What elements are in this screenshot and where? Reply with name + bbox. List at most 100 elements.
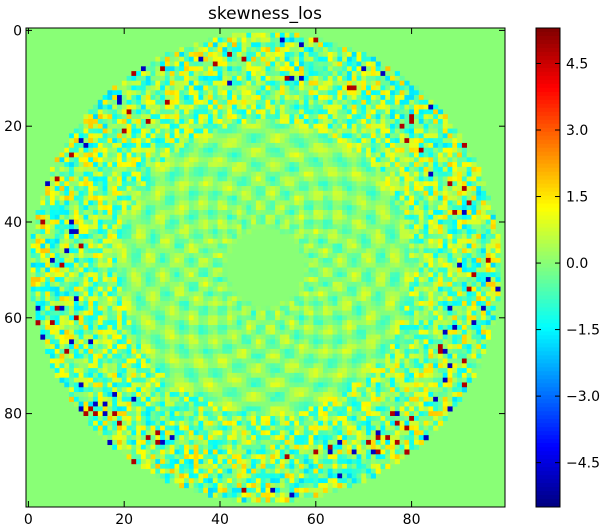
heatmap-cell — [308, 128, 314, 134]
heatmap-cell — [136, 138, 142, 144]
heatmap-cell — [260, 210, 266, 216]
heatmap-cell — [174, 205, 180, 211]
heatmap-cell — [222, 176, 228, 182]
heatmap-cell — [136, 114, 142, 120]
heatmap-cell — [380, 147, 386, 153]
heatmap-cell — [356, 90, 362, 96]
heatmap-cell — [327, 123, 333, 129]
heatmap-cell — [117, 104, 123, 110]
heatmap-cell — [198, 324, 204, 331]
heatmap-cell — [318, 157, 324, 163]
heatmap-cell — [212, 119, 218, 125]
heatmap-cell — [117, 238, 123, 244]
heatmap-cell — [198, 200, 204, 206]
heatmap-cell — [356, 253, 362, 259]
heatmap-cell — [179, 224, 185, 230]
heatmap-cell — [227, 190, 233, 196]
heatmap-cell — [174, 334, 180, 340]
heatmap-cell — [107, 233, 113, 240]
heatmap-cell — [208, 104, 214, 110]
heatmap-cell — [418, 95, 424, 101]
heatmap-cell — [327, 200, 333, 206]
heatmap-cell — [174, 229, 180, 235]
heatmap-cell — [126, 95, 132, 101]
heatmap-cell — [203, 281, 209, 287]
heatmap-cell — [322, 147, 329, 153]
heatmap-cell — [160, 257, 166, 264]
heatmap-cell — [83, 147, 89, 153]
heatmap-cell — [409, 219, 415, 225]
heatmap-cell — [342, 262, 348, 268]
heatmap-cell — [231, 104, 238, 110]
heatmap-cell — [102, 329, 108, 335]
heatmap-cell — [184, 152, 190, 158]
heatmap-cell — [346, 61, 353, 67]
heatmap-cell — [174, 253, 180, 259]
heatmap-cell — [188, 47, 194, 53]
heatmap-cell — [380, 296, 386, 302]
heatmap-cell — [433, 267, 439, 273]
heatmap-cell — [299, 171, 305, 177]
heatmap-cell — [140, 123, 147, 129]
heatmap-cell — [447, 176, 453, 182]
heatmap-cell — [184, 310, 190, 316]
heatmap-cell — [299, 133, 305, 139]
heatmap-cell — [54, 162, 60, 168]
heatmap-cell — [112, 181, 118, 187]
heatmap-cell — [428, 219, 434, 225]
heatmap-cell — [174, 71, 180, 77]
heatmap-cell — [236, 205, 242, 211]
heatmap-cell — [351, 296, 357, 302]
heatmap-cell — [198, 157, 204, 163]
heatmap-cell — [140, 305, 147, 311]
heatmap-cell — [270, 75, 276, 81]
heatmap-cell — [380, 123, 386, 129]
heatmap-cell — [112, 277, 118, 283]
heatmap-cell — [45, 186, 51, 192]
heatmap-cell — [117, 152, 123, 158]
heatmap-cell — [188, 90, 194, 96]
heatmap-cell — [236, 114, 242, 120]
heatmap-cell — [193, 56, 199, 62]
heatmap-cell — [457, 243, 463, 249]
heatmap-cell — [236, 210, 242, 216]
heatmap-cell — [231, 109, 238, 115]
heatmap-cell — [169, 176, 175, 182]
heatmap-cell — [160, 262, 166, 268]
heatmap-cell — [342, 190, 348, 196]
heatmap-cell — [346, 334, 353, 340]
heatmap-cell — [299, 176, 305, 182]
heatmap-cell — [275, 142, 281, 149]
heatmap-cell — [313, 229, 319, 235]
heatmap-cell — [140, 205, 147, 211]
heatmap-cell — [193, 233, 199, 240]
heatmap-cell — [279, 229, 285, 235]
heatmap-cell — [356, 272, 362, 278]
heatmap-cell — [380, 162, 386, 168]
heatmap-cell — [160, 315, 166, 321]
heatmap-cell — [203, 190, 209, 196]
heatmap-cell — [370, 205, 376, 211]
heatmap-cell — [241, 171, 247, 177]
heatmap-cell — [45, 190, 51, 196]
heatmap-cell — [294, 119, 300, 125]
heatmap-cell — [203, 109, 209, 115]
heatmap-cell — [437, 324, 444, 331]
heatmap-cell — [255, 71, 262, 77]
heatmap-cell — [342, 329, 348, 335]
heatmap-cell — [160, 214, 166, 220]
heatmap-cell — [394, 85, 400, 91]
heatmap-cell — [241, 315, 247, 321]
heatmap-cell — [471, 229, 477, 235]
heatmap-cell — [198, 329, 204, 335]
heatmap-cell — [212, 267, 218, 273]
heatmap-cell — [112, 109, 118, 115]
heatmap-cell — [313, 37, 319, 43]
heatmap-cell — [270, 315, 276, 321]
heatmap-cell — [346, 253, 353, 259]
heatmap-cell — [413, 262, 420, 268]
heatmap-cell — [342, 142, 348, 149]
heatmap-cell — [83, 301, 89, 307]
heatmap-cell — [227, 80, 233, 86]
heatmap-cell — [471, 157, 477, 163]
